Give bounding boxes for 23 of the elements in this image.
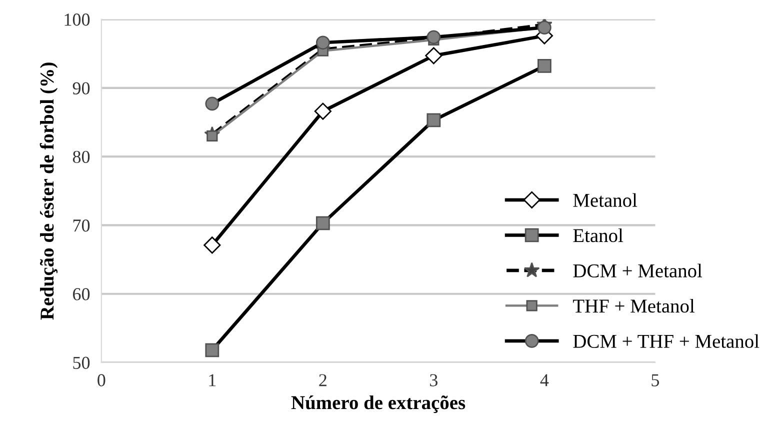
x-tick-label: 1 (209, 374, 216, 386)
y-tick-label: 90 (72, 82, 90, 94)
y-tick-label: 50 (73, 356, 90, 369)
y-axis-title: Redução de éster de forbol (%) (40, 62, 58, 320)
legend-label: THF + Metanol (573, 298, 694, 313)
point (425, 47, 442, 64)
y-tick-label: 70 (73, 219, 90, 232)
x-tick-label: 0 (98, 374, 106, 386)
point (314, 102, 332, 120)
legend-label: Etanol (573, 228, 624, 242)
y-tick-label: 100 (64, 14, 90, 26)
y-tick-label: 60 (73, 288, 90, 300)
x-tick-label: 2 (319, 374, 326, 386)
x-axis-title: Número de extrações (291, 396, 466, 414)
x-tick-label: 4 (540, 374, 549, 386)
legend-label: DCM + THF + Metanol (573, 334, 760, 348)
x-tick-label: 3 (430, 374, 438, 386)
legend-label: Metanol (573, 193, 638, 207)
legend-label: DCM + Metanol (573, 264, 702, 278)
point (204, 236, 221, 254)
point (206, 130, 218, 142)
x-tick-label: 5 (652, 374, 660, 386)
y-tick-label: 80 (72, 150, 90, 164)
